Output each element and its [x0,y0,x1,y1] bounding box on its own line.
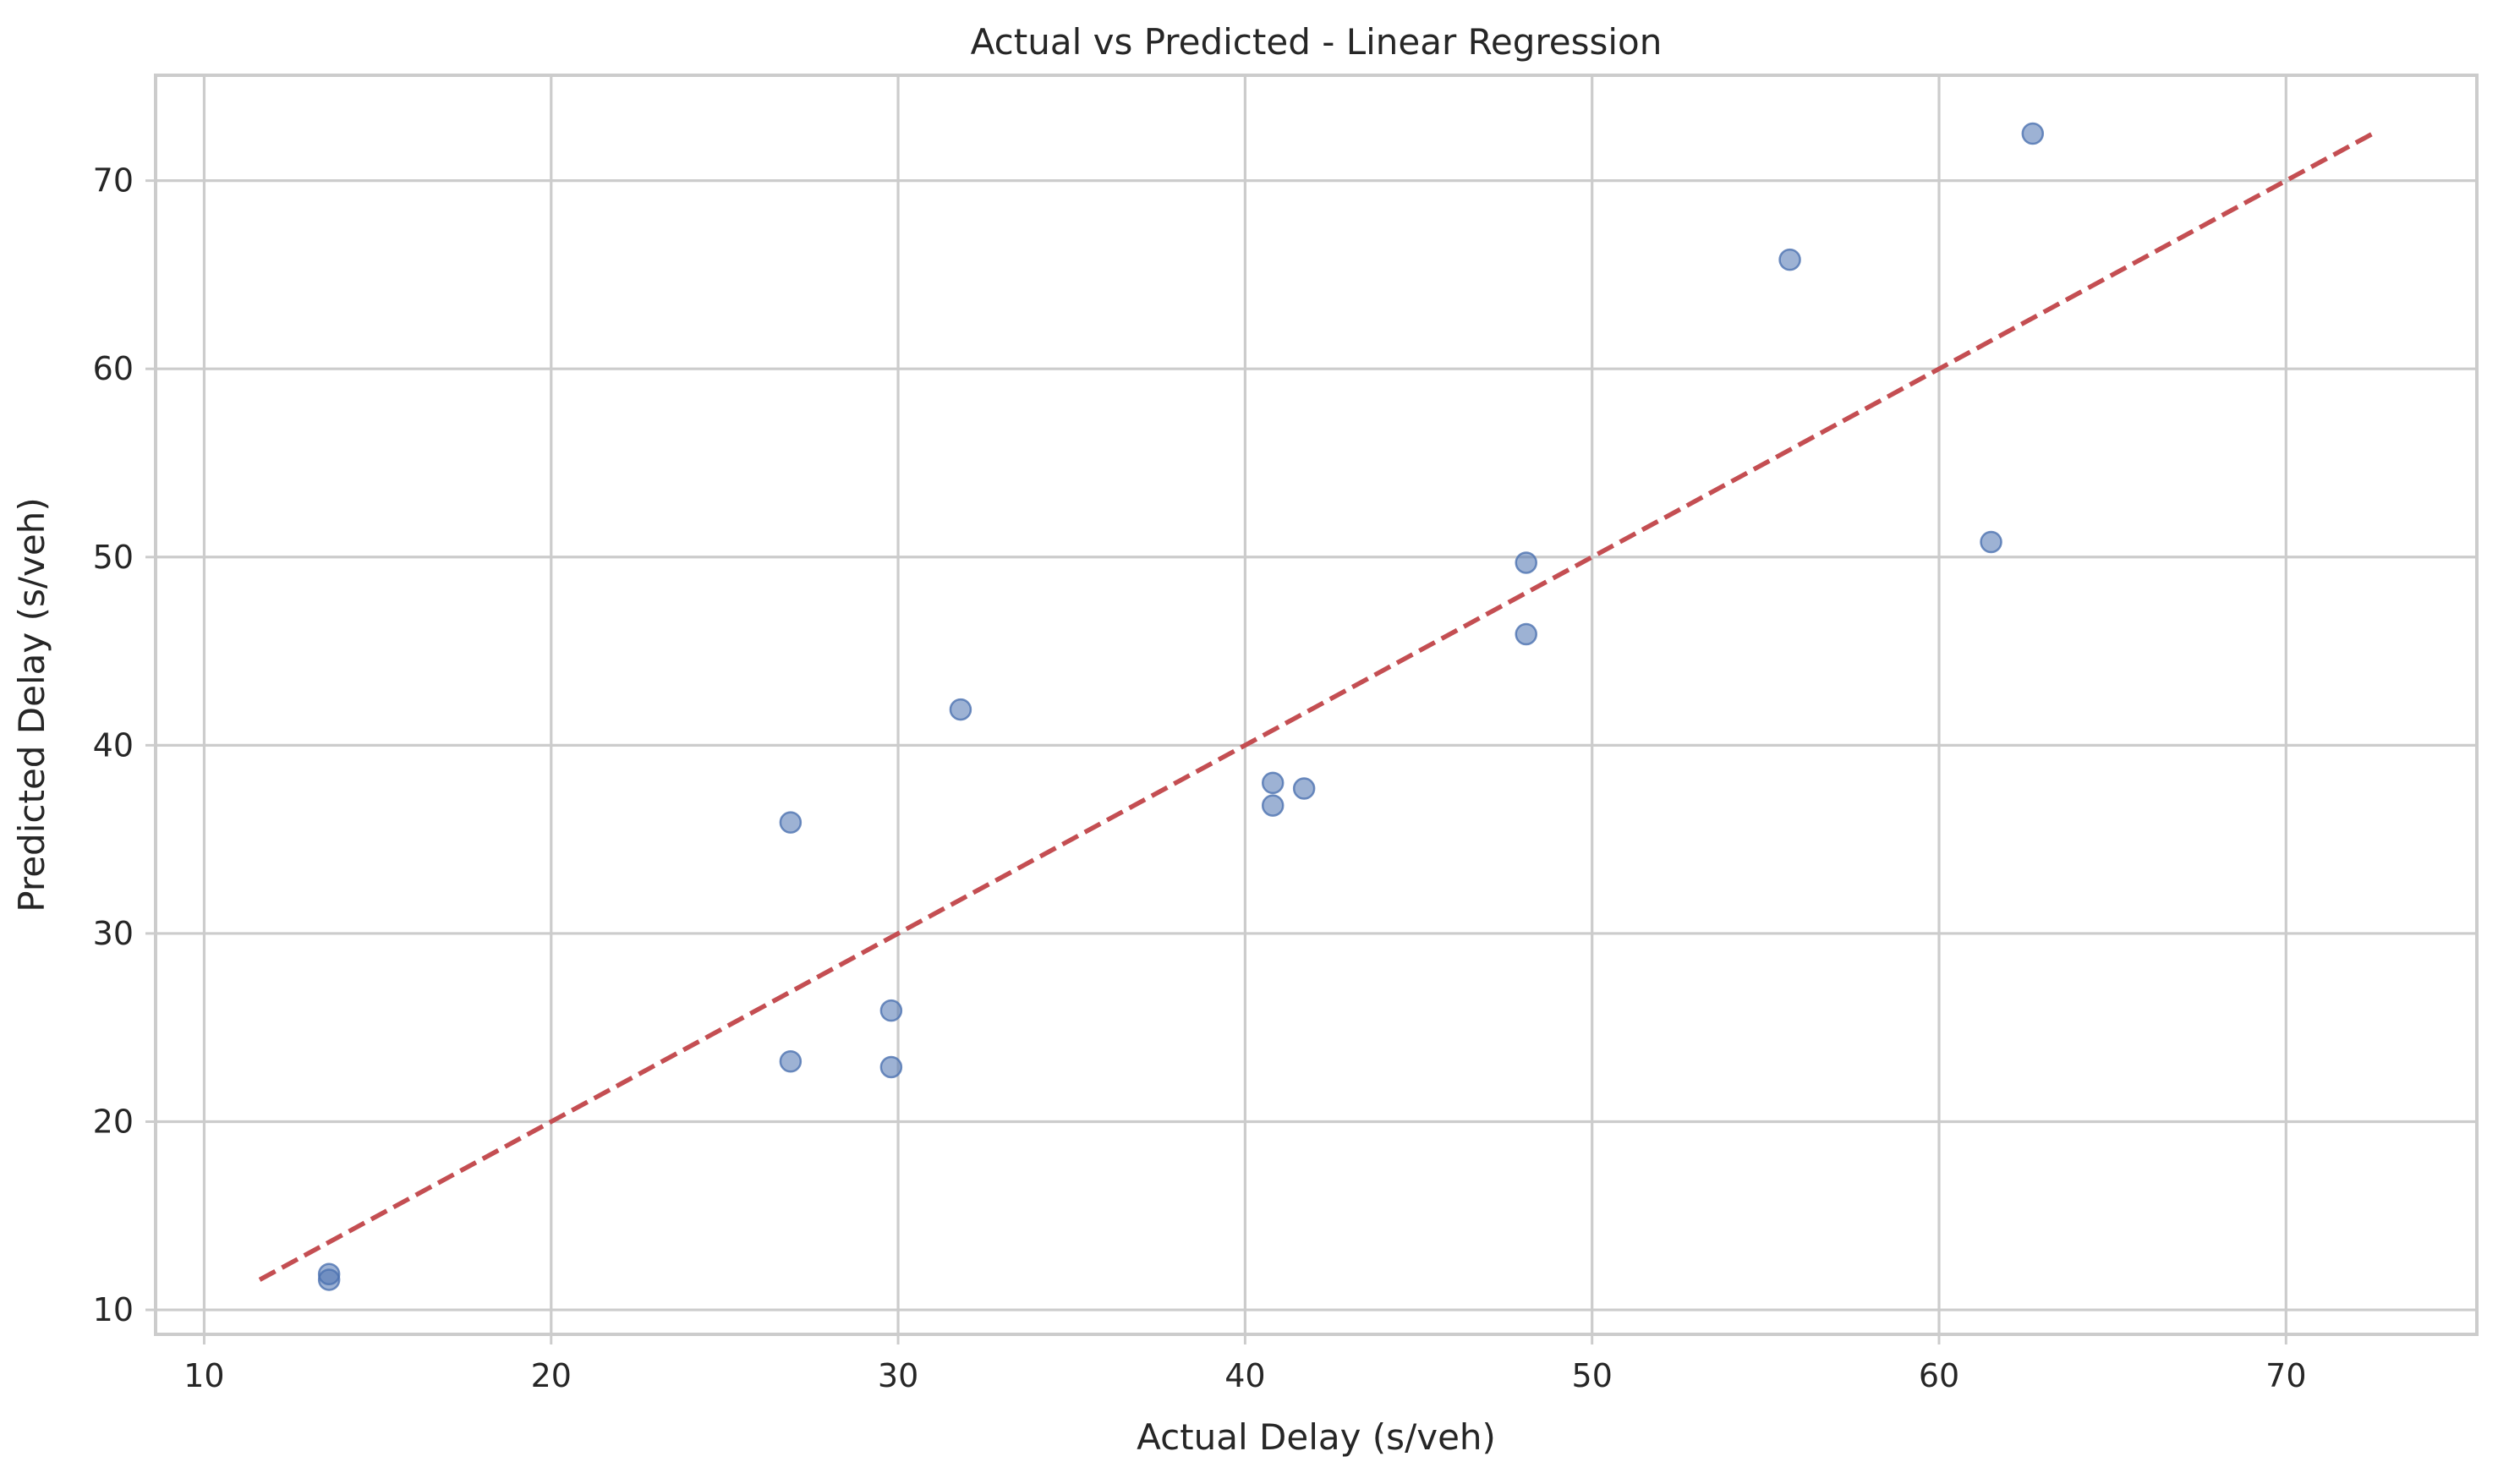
y-tick-label: 10 [93,1291,134,1328]
reference-line [258,131,2375,1282]
y-tick-label: 60 [93,350,134,387]
scatter-point [1515,622,1537,646]
scatter-point [1261,771,1285,795]
y-tick-label: 30 [93,915,134,952]
scatter-point [1292,777,1316,800]
scatter-point [1778,248,1801,271]
scatter-point [779,811,803,834]
scatter-point [2021,122,2045,145]
plot-frame [154,74,2479,1336]
y-tick-label: 20 [93,1103,134,1140]
scatter-point [879,1055,903,1079]
scatter-point [779,1050,803,1073]
x-tick-label: 50 [1572,1357,1613,1394]
y-tick-label: 50 [93,539,134,576]
x-tick-label: 70 [2265,1357,2306,1394]
scatter-point [317,1268,341,1291]
x-tick-label: 30 [878,1357,918,1394]
scatter-point [879,999,903,1022]
x-tick-label: 60 [1919,1357,1959,1394]
scatter-point [1980,530,2002,554]
x-tick-label: 40 [1224,1357,1265,1394]
chart-title: Actual vs Predicted - Linear Regression [971,21,1663,63]
x-axis-label: Actual Delay (s/veh) [1137,1416,1496,1458]
x-tick-label: 10 [184,1357,224,1394]
scatter-point [1261,794,1285,817]
y-tick-label: 40 [93,726,134,764]
scatter-point [949,698,972,721]
y-axis-ticks: 10 20 30 40 50 60 70 [93,162,156,1328]
y-axis-label: Predicted Delay (s/veh) [11,497,52,912]
grid [156,75,2477,1334]
scatter-point [1515,551,1537,574]
scatter-points [317,122,2045,1291]
x-tick-label: 20 [531,1357,572,1394]
x-axis-ticks: 10 20 30 40 50 60 70 [184,1334,2307,1394]
y-tick-label: 70 [93,162,134,200]
